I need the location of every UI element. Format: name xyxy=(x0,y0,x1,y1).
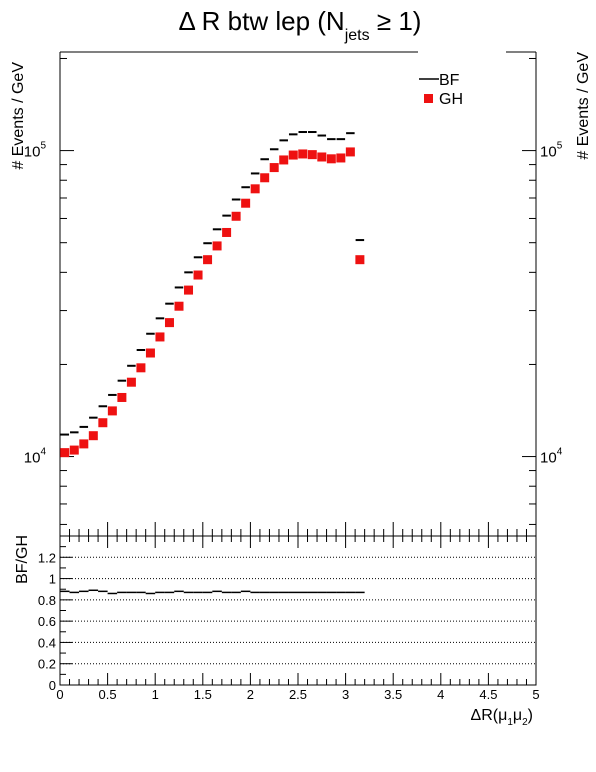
legend: BF GH xyxy=(419,72,463,108)
gh-point xyxy=(345,147,355,157)
gh-point xyxy=(155,332,165,342)
ratio-gridlines xyxy=(60,556,536,665)
gh-point xyxy=(317,152,327,162)
ratio-y-tick-label: 0.6 xyxy=(38,614,56,629)
x-tick-label: 3 xyxy=(342,687,349,702)
gh-point xyxy=(298,149,308,159)
bf-series xyxy=(60,131,365,436)
gh-point xyxy=(174,301,184,311)
gh-point xyxy=(117,392,127,402)
gh-point xyxy=(279,155,289,165)
ratio-y-tick-label: 0.8 xyxy=(38,593,56,608)
y-tick-label-left: 105 xyxy=(24,141,47,161)
ratio-series xyxy=(60,589,365,595)
gh-point xyxy=(107,406,117,416)
gh-point xyxy=(69,445,79,455)
gh-point xyxy=(203,255,213,265)
ratio-y-tick-label: 0.4 xyxy=(38,635,56,650)
gh-point xyxy=(241,198,251,208)
gh-point xyxy=(79,439,89,449)
upper-y-tick-labels: 104 104 105 105 xyxy=(24,141,563,467)
gh-point xyxy=(231,211,241,221)
upper-panel-frame xyxy=(59,51,537,536)
gh-point xyxy=(336,153,346,163)
legend-gh-marker xyxy=(424,94,433,103)
gh-point xyxy=(145,348,155,358)
gh-point xyxy=(184,285,194,295)
gh-point xyxy=(164,318,174,328)
ratio-panel-frame xyxy=(59,535,537,686)
y-tick-label-left: 104 xyxy=(24,447,47,467)
gh-point xyxy=(136,363,146,373)
gh-point xyxy=(60,448,70,458)
gh-point xyxy=(250,184,260,194)
ratio-y-tick-label: 1.2 xyxy=(38,550,56,565)
gh-series xyxy=(60,147,365,458)
upper-axis-ticks xyxy=(59,57,537,536)
chart-title: Δ R btw lep (Njets ≥ 1) xyxy=(179,6,422,44)
ratio-y-tick-label: 0.2 xyxy=(38,657,56,672)
gh-point xyxy=(222,227,232,237)
gh-point xyxy=(88,431,98,441)
x-tick-label: 3.5 xyxy=(384,687,402,702)
x-tick-label: 1 xyxy=(152,687,159,702)
y-axis-label-left: # Events / GeV xyxy=(10,62,27,170)
gh-point xyxy=(98,418,108,428)
gh-point xyxy=(326,154,336,164)
gh-point xyxy=(260,173,270,183)
ratio-y-tick-label: 0 xyxy=(49,678,56,693)
gh-point xyxy=(212,241,222,251)
x-tick-label: 2.5 xyxy=(289,687,307,702)
x-tick-label: 4.5 xyxy=(479,687,497,702)
legend-bf-label: BF xyxy=(439,72,460,89)
y-tick-label-right: 105 xyxy=(540,141,563,161)
gh-point xyxy=(126,377,136,387)
ratio-y-tick-label: 1 xyxy=(49,572,56,587)
x-axis-label: ΔR(μ1μ2) xyxy=(471,707,533,728)
y-axis-label-right: # Events / GeV xyxy=(575,52,592,160)
x-tick-label: 1.5 xyxy=(194,687,212,702)
gh-point xyxy=(193,270,203,280)
y-tick-label-right: 104 xyxy=(540,447,563,467)
legend-gh-label: GH xyxy=(439,91,463,108)
gh-point xyxy=(269,163,279,173)
gh-point xyxy=(307,150,317,160)
gh-point xyxy=(355,255,365,265)
x-tick-label: 2 xyxy=(247,687,254,702)
gh-point xyxy=(288,150,298,160)
x-tick-label: 0 xyxy=(56,687,63,702)
x-tick-label: 0.5 xyxy=(99,687,117,702)
ratio-axis-label: BF/GH xyxy=(14,535,31,584)
x-tick-label: 4 xyxy=(437,687,444,702)
ratio-axis-ticks: 00.20.40.60.811.20 0.5 1 1.5 2 2.5 3 3.5 4 4.5 5 xyxy=(38,535,540,702)
x-tick-label: 5 xyxy=(532,687,539,702)
